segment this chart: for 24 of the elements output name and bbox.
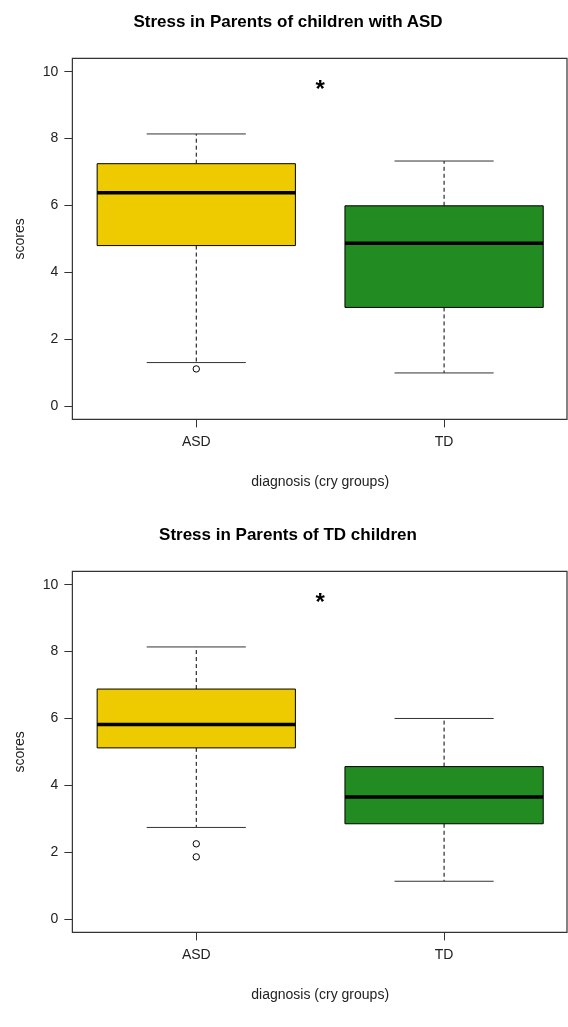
y-tick-label: 10 [42, 62, 59, 79]
y-axis-title: scores [11, 218, 28, 260]
x-tick-label: TD [434, 432, 454, 449]
y-axis-title: scores [11, 731, 28, 773]
y-tick-label: 4 [50, 263, 59, 280]
annotation: * [315, 75, 326, 103]
y-tick-label: 8 [50, 642, 59, 659]
x-tick-label: ASD [181, 945, 211, 962]
y-tick-label: 8 [50, 129, 59, 146]
y-tick-label: 2 [50, 843, 59, 860]
x-tick-label: ASD [181, 432, 211, 449]
y-tick-label: 4 [50, 776, 59, 793]
y-tick-label: 10 [42, 575, 59, 592]
x-axis-title: diagnosis (cry groups) [251, 473, 390, 490]
chart-title: Stress in Parents of TD children [159, 524, 417, 544]
y-tick-label: 2 [50, 330, 59, 347]
annotation: * [315, 588, 326, 616]
y-tick-label: 0 [50, 909, 59, 926]
y-tick-label: 0 [50, 396, 59, 413]
x-axis-title: diagnosis (cry groups) [251, 986, 390, 1003]
chart-title: Stress in Parents of children with ASD [133, 11, 443, 31]
y-tick-label: 6 [50, 196, 59, 213]
x-tick-label: TD [434, 945, 454, 962]
y-tick-label: 6 [50, 709, 59, 726]
